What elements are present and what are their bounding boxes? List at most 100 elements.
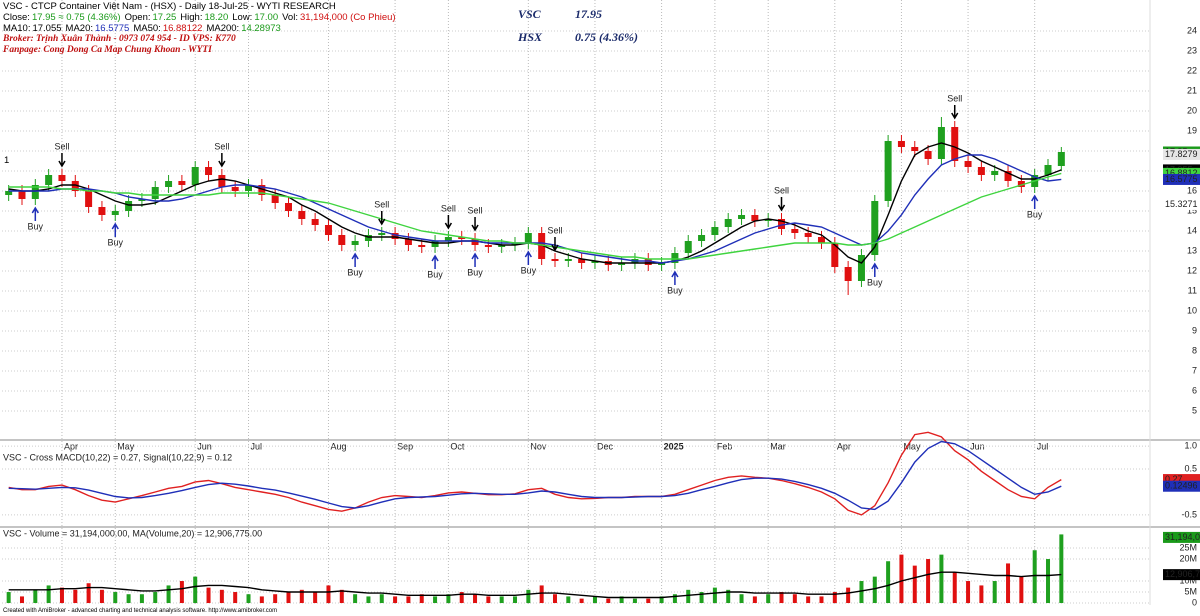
sell-label: Sell bbox=[547, 225, 562, 235]
last-value-tag bbox=[1163, 480, 1200, 492]
y-tick-label: 10M bbox=[1179, 575, 1197, 585]
volume-bar bbox=[752, 596, 757, 604]
candle-body bbox=[404, 239, 412, 245]
x-tick-label: Nov bbox=[530, 441, 547, 451]
volume-bar bbox=[646, 598, 651, 604]
volume-bar bbox=[672, 594, 677, 604]
candle-body bbox=[471, 239, 479, 245]
volume-bar bbox=[1032, 550, 1037, 604]
volume-bar bbox=[153, 592, 158, 604]
price: 17.95 bbox=[575, 7, 602, 21]
y-tick-label: 9 bbox=[1192, 325, 1197, 335]
line-series bbox=[8, 440, 1062, 511]
volume-bar bbox=[632, 598, 637, 604]
volume-bar bbox=[473, 594, 478, 604]
fanpage: Fanpage: Cong Dong Ca Map Chung Khoan - … bbox=[3, 45, 212, 55]
volume-bar bbox=[193, 576, 198, 604]
header-segment: MA200: bbox=[206, 23, 240, 34]
header-segment: 16.88122 bbox=[162, 23, 203, 34]
candle-body bbox=[258, 185, 266, 195]
candle-body bbox=[338, 235, 346, 245]
panel-title: VSC - Volume = 31,194,000.00, MA(Volume,… bbox=[3, 528, 262, 538]
candle-body bbox=[1057, 152, 1065, 166]
candle-body bbox=[231, 187, 239, 191]
volume-bar bbox=[33, 589, 38, 604]
x-tick-label: Jul bbox=[251, 441, 263, 451]
volume-bar bbox=[659, 596, 664, 604]
sell-label: Sell bbox=[374, 199, 389, 209]
mark: 1 bbox=[4, 155, 10, 166]
last-value-tag bbox=[1163, 173, 1200, 185]
volume-bar bbox=[979, 585, 984, 604]
candle-body bbox=[684, 241, 692, 253]
candle-body bbox=[1044, 165, 1052, 175]
buy-arrow bbox=[111, 222, 119, 237]
volume-bar bbox=[19, 596, 24, 604]
candle-body bbox=[538, 233, 546, 259]
buy-arrow bbox=[431, 254, 439, 269]
candle-body bbox=[138, 199, 146, 201]
last-value-tag bbox=[1163, 569, 1200, 581]
volume-bar bbox=[792, 594, 797, 604]
y-tick-label: 13 bbox=[1187, 245, 1197, 255]
volume-bar bbox=[1019, 576, 1024, 604]
y-tick-label: -0.5 bbox=[1181, 509, 1197, 519]
broker: Broker: Trịnh Xuân Thành - 0973 074 954 … bbox=[3, 34, 236, 44]
volume-bar bbox=[99, 589, 104, 604]
buy-arrow bbox=[351, 252, 359, 267]
candle-body bbox=[431, 241, 439, 247]
header-segment: MA20: bbox=[65, 23, 93, 34]
sell-label: Sell bbox=[214, 141, 229, 151]
candle-body bbox=[191, 167, 199, 185]
volume-bar bbox=[1059, 534, 1064, 604]
last-value-tag bbox=[1163, 531, 1200, 543]
sell-label: Sell bbox=[54, 141, 69, 151]
y-tick-label: 20M bbox=[1179, 553, 1197, 563]
y-tick-label: 0 bbox=[1192, 597, 1197, 607]
header-segment: Vol: bbox=[282, 12, 298, 23]
header-segment: Open: bbox=[124, 12, 151, 23]
volume-bar bbox=[246, 594, 251, 604]
header-segment: 14.28973 bbox=[241, 23, 281, 34]
candle-body bbox=[1017, 181, 1025, 187]
volume-bar bbox=[872, 576, 877, 604]
y-tick-label: 19 bbox=[1187, 125, 1197, 135]
quote-line: Close: 17.95 ≈ 0.75 (4.36%) Open: 17.25 High… bbox=[3, 12, 400, 23]
sell-arrow bbox=[951, 105, 959, 120]
candle-body bbox=[857, 255, 865, 281]
volume-bar bbox=[939, 554, 944, 604]
volume-bar bbox=[739, 594, 744, 604]
candle-body bbox=[245, 185, 253, 191]
candle-body bbox=[484, 245, 492, 247]
volume-bar bbox=[766, 594, 771, 604]
volume-bar bbox=[273, 594, 278, 604]
x-tick-label: Apr bbox=[64, 441, 78, 451]
candle-body bbox=[218, 175, 226, 187]
volume-bar bbox=[219, 589, 224, 604]
candle-body bbox=[31, 185, 39, 199]
candle-body bbox=[831, 243, 839, 267]
candle-body bbox=[671, 253, 679, 263]
candle-body bbox=[911, 147, 919, 151]
candle-body bbox=[778, 219, 786, 229]
y-tick-label: 5 bbox=[1192, 405, 1197, 415]
volume-bar bbox=[712, 587, 717, 604]
candle-body bbox=[738, 215, 746, 219]
candle-body bbox=[618, 263, 626, 265]
sell-arrow bbox=[444, 215, 453, 230]
candle-body bbox=[884, 141, 892, 201]
volume-bar bbox=[73, 589, 78, 604]
header-segment: 17.95 ≈ 0.75 (4.36%) bbox=[31, 12, 121, 23]
volume-bar bbox=[446, 594, 451, 604]
x-tick-label: Apr bbox=[837, 441, 851, 451]
volume-bar bbox=[326, 585, 331, 604]
candle-body bbox=[924, 151, 932, 159]
candle-body bbox=[111, 211, 119, 215]
candle-body bbox=[271, 195, 279, 203]
y-tick-label: 1.0 bbox=[1184, 440, 1197, 450]
header-segment: 17.055 bbox=[32, 23, 62, 34]
candle-body bbox=[165, 181, 173, 187]
volume-bar bbox=[126, 594, 131, 604]
y-tick-label: 11 bbox=[1188, 285, 1197, 295]
